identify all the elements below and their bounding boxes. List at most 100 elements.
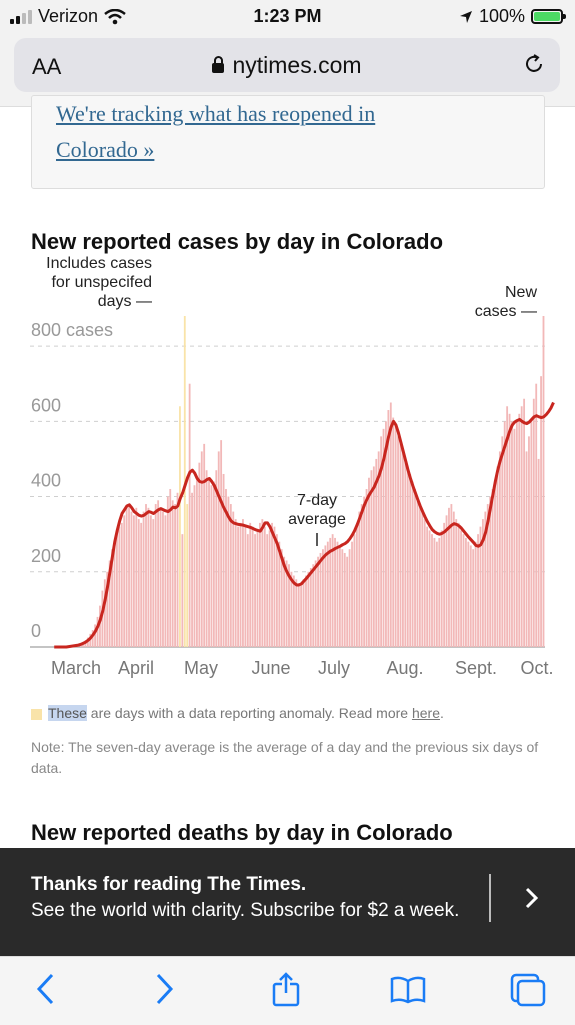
case-bar <box>322 549 324 647</box>
case-bar <box>198 462 201 647</box>
case-bar <box>99 605 101 648</box>
banner-title: Thanks for reading The Times. <box>31 874 307 895</box>
new-cases-annotation: New <box>505 284 537 301</box>
case-bar <box>331 534 334 647</box>
case-bar <box>120 522 123 648</box>
case-bar <box>503 421 506 647</box>
reopening-link-line2[interactable]: Colorado » <box>56 137 155 162</box>
case-bar <box>445 515 448 647</box>
url-field[interactable]: AA nytimes.com <box>14 38 560 92</box>
case-bar <box>259 522 261 648</box>
subscription-banner[interactable]: Thanks for reading The Times. See the wo… <box>0 848 575 956</box>
location-arrow-icon <box>459 10 472 23</box>
case-bar <box>162 511 164 647</box>
url-text: nytimes.com <box>232 52 362 78</box>
case-bar <box>406 466 409 647</box>
case-bar <box>346 556 349 647</box>
case-bar <box>540 376 542 647</box>
battery-percent: 100% <box>478 6 525 26</box>
case-bar <box>169 489 172 647</box>
back-icon[interactable] <box>34 971 58 1007</box>
case-bar <box>220 440 223 648</box>
deaths-chart-title: New reported deaths by day in Colorado <box>31 820 453 845</box>
cases-chart: 800 cases 600 400 200 0 March April May June Jul… <box>30 255 555 678</box>
y-tick-label: 0 <box>31 621 41 641</box>
case-bar <box>402 451 404 647</box>
case-bar <box>249 522 252 648</box>
case-bar <box>149 515 152 647</box>
status-time: 1:23 PM <box>253 6 322 26</box>
case-bar <box>382 428 385 647</box>
text-size-button[interactable]: AA <box>32 54 62 79</box>
case-bar <box>448 507 450 647</box>
case-bar <box>302 579 305 647</box>
case-bar <box>329 537 332 647</box>
case-bar <box>101 590 104 647</box>
case-bar <box>411 481 414 647</box>
case-bar <box>326 541 329 647</box>
case-bar <box>157 500 160 647</box>
case-bar <box>426 526 429 647</box>
case-bar <box>532 398 535 647</box>
case-bar <box>491 489 494 647</box>
case-bar <box>385 421 387 647</box>
case-bar <box>89 633 92 647</box>
case-bar <box>324 545 327 647</box>
case-bar <box>377 451 380 647</box>
case-bar <box>520 406 523 647</box>
case-bar <box>404 458 407 647</box>
case-bar <box>414 489 416 647</box>
case-bar <box>300 583 303 647</box>
tabs-icon[interactable] <box>508 971 548 1007</box>
case-bar <box>460 530 462 647</box>
case-bar <box>542 316 545 647</box>
forward-icon[interactable] <box>152 971 176 1007</box>
case-bar <box>128 504 130 647</box>
reload-icon[interactable] <box>522 52 546 76</box>
case-bar <box>307 571 310 647</box>
case-bar <box>295 579 298 647</box>
case-bar <box>275 534 278 647</box>
wifi-icon <box>104 8 126 24</box>
case-bar <box>375 458 378 647</box>
legend-text: are days with a data reporting anomaly. … <box>86 705 412 721</box>
case-bar <box>351 541 353 647</box>
case-bar <box>208 477 210 647</box>
case-bar <box>409 473 412 647</box>
case-bar <box>474 541 477 647</box>
case-bar <box>215 470 218 647</box>
case-bar <box>305 575 307 647</box>
seven-day-average-line <box>54 401 555 649</box>
case-bar <box>462 534 465 647</box>
case-bar <box>312 564 315 647</box>
case-bar <box>103 579 106 647</box>
bookmarks-icon[interactable] <box>388 971 428 1007</box>
case-bar <box>246 534 249 647</box>
banner-divider <box>489 874 491 922</box>
case-bar <box>171 500 174 647</box>
y-tick-label: 800 cases <box>31 320 113 340</box>
case-bar <box>477 534 479 647</box>
legend-read-more-link[interactable]: here <box>411 705 440 721</box>
case-bar <box>111 549 113 647</box>
case-bar <box>159 507 162 647</box>
case-bar <box>443 522 446 648</box>
case-bar <box>176 492 179 647</box>
case-bar <box>251 526 254 647</box>
case-bar <box>494 481 496 647</box>
case-bar <box>186 504 189 647</box>
case-bar <box>196 477 198 647</box>
case-bar <box>537 458 540 647</box>
case-bar <box>336 541 339 647</box>
chevron-right-icon[interactable] <box>520 884 542 912</box>
case-bar <box>319 552 322 647</box>
case-bar <box>428 530 431 647</box>
reopening-link-line1[interactable]: We're tracking what has reopened in <box>56 101 376 126</box>
case-bar <box>421 511 424 647</box>
case-bar <box>528 436 530 647</box>
case-bar <box>496 466 499 647</box>
case-bar <box>268 530 271 647</box>
anomaly-annotation: days — <box>98 293 152 310</box>
case-bar <box>511 421 513 647</box>
share-icon[interactable] <box>270 971 302 1007</box>
